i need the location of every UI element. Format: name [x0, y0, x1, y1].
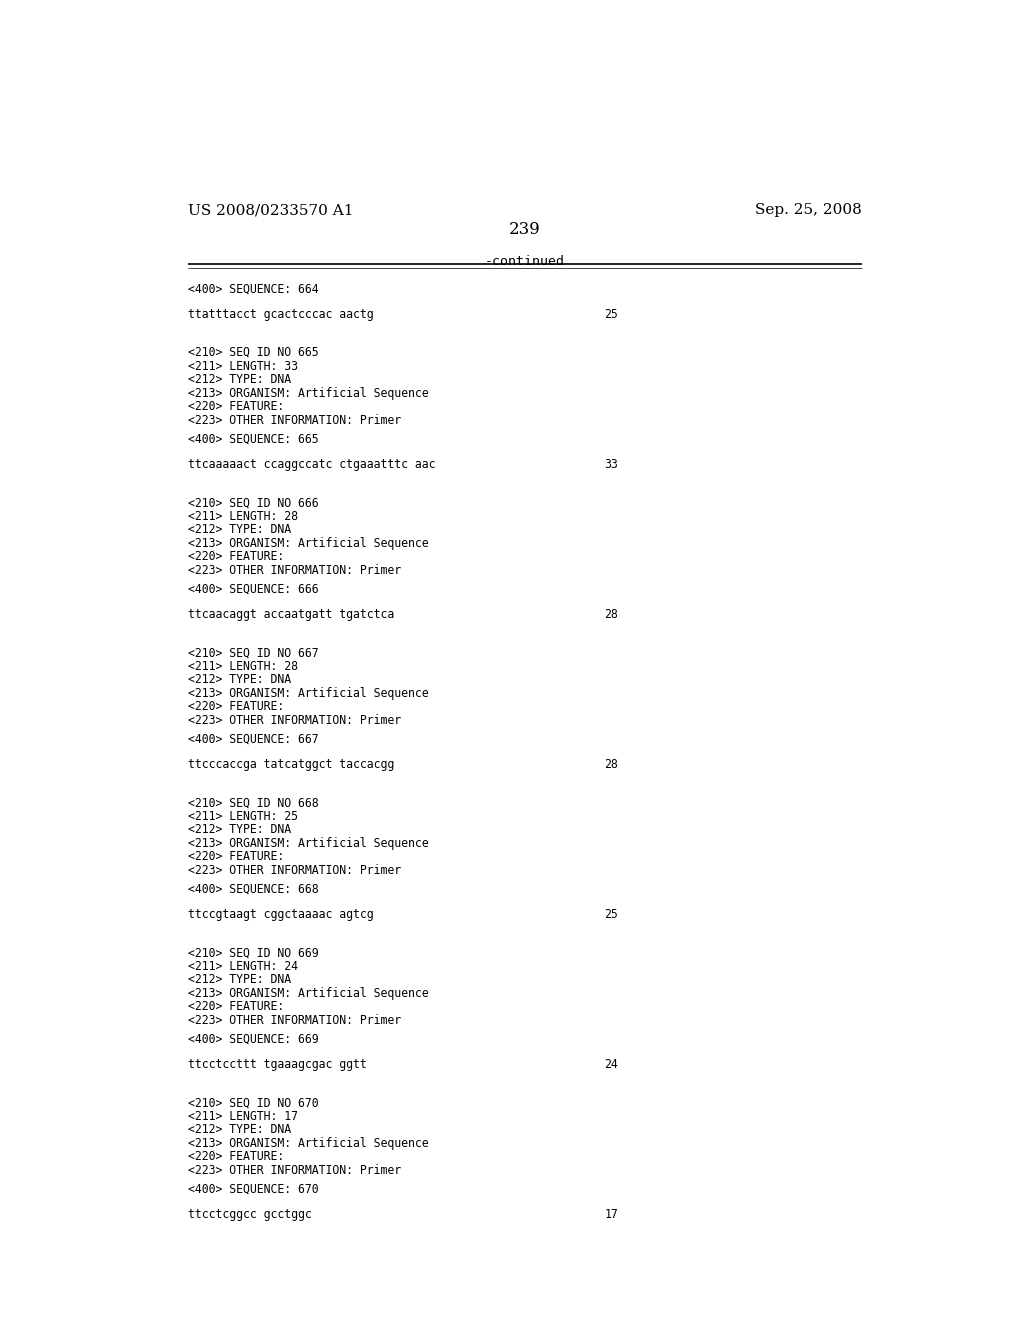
- Text: <212> TYPE: DNA: <212> TYPE: DNA: [187, 1123, 291, 1137]
- Text: 24: 24: [604, 1057, 617, 1071]
- Text: <210> SEQ ID NO 669: <210> SEQ ID NO 669: [187, 946, 318, 960]
- Text: <212> TYPE: DNA: <212> TYPE: DNA: [187, 374, 291, 385]
- Text: 17: 17: [604, 1208, 617, 1221]
- Text: <400> SEQUENCE: 670: <400> SEQUENCE: 670: [187, 1183, 318, 1196]
- Text: <223> OTHER INFORMATION: Primer: <223> OTHER INFORMATION: Primer: [187, 863, 400, 876]
- Text: <400> SEQUENCE: 666: <400> SEQUENCE: 666: [187, 582, 318, 595]
- Text: <400> SEQUENCE: 667: <400> SEQUENCE: 667: [187, 733, 318, 746]
- Text: <213> ORGANISM: Artificial Sequence: <213> ORGANISM: Artificial Sequence: [187, 387, 428, 400]
- Text: <213> ORGANISM: Artificial Sequence: <213> ORGANISM: Artificial Sequence: [187, 1137, 428, 1150]
- Text: -continued: -continued: [484, 255, 565, 268]
- Text: <212> TYPE: DNA: <212> TYPE: DNA: [187, 523, 291, 536]
- Text: <223> OTHER INFORMATION: Primer: <223> OTHER INFORMATION: Primer: [187, 564, 400, 577]
- Text: <400> SEQUENCE: 668: <400> SEQUENCE: 668: [187, 883, 318, 895]
- Text: <212> TYPE: DNA: <212> TYPE: DNA: [187, 824, 291, 836]
- Text: <223> OTHER INFORMATION: Primer: <223> OTHER INFORMATION: Primer: [187, 1014, 400, 1027]
- Text: 25: 25: [604, 308, 617, 321]
- Text: 28: 28: [604, 607, 617, 620]
- Text: 239: 239: [509, 222, 541, 239]
- Text: <210> SEQ ID NO 670: <210> SEQ ID NO 670: [187, 1096, 318, 1109]
- Text: <400> SEQUENCE: 669: <400> SEQUENCE: 669: [187, 1032, 318, 1045]
- Text: <210> SEQ ID NO 665: <210> SEQ ID NO 665: [187, 346, 318, 359]
- Text: <220> FEATURE:: <220> FEATURE:: [187, 400, 284, 413]
- Text: <213> ORGANISM: Artificial Sequence: <213> ORGANISM: Artificial Sequence: [187, 686, 428, 700]
- Text: <223> OTHER INFORMATION: Primer: <223> OTHER INFORMATION: Primer: [187, 1164, 400, 1176]
- Text: ttcaaaaact ccaggccatc ctgaaatttc aac: ttcaaaaact ccaggccatc ctgaaatttc aac: [187, 458, 435, 471]
- Text: ttcccaccga tatcatggct taccacgg: ttcccaccga tatcatggct taccacgg: [187, 758, 394, 771]
- Text: <211> LENGTH: 25: <211> LENGTH: 25: [187, 809, 298, 822]
- Text: 25: 25: [604, 908, 617, 920]
- Text: <213> ORGANISM: Artificial Sequence: <213> ORGANISM: Artificial Sequence: [187, 986, 428, 999]
- Text: ttcctccttt tgaaagcgac ggtt: ttcctccttt tgaaagcgac ggtt: [187, 1057, 367, 1071]
- Text: <212> TYPE: DNA: <212> TYPE: DNA: [187, 973, 291, 986]
- Text: <220> FEATURE:: <220> FEATURE:: [187, 1150, 284, 1163]
- Text: ttatttacct gcactcccac aactg: ttatttacct gcactcccac aactg: [187, 308, 373, 321]
- Text: ttcctcggcc gcctggc: ttcctcggcc gcctggc: [187, 1208, 311, 1221]
- Text: <220> FEATURE:: <220> FEATURE:: [187, 850, 284, 863]
- Text: <213> ORGANISM: Artificial Sequence: <213> ORGANISM: Artificial Sequence: [187, 537, 428, 549]
- Text: 28: 28: [604, 758, 617, 771]
- Text: <223> OTHER INFORMATION: Primer: <223> OTHER INFORMATION: Primer: [187, 413, 400, 426]
- Text: <213> ORGANISM: Artificial Sequence: <213> ORGANISM: Artificial Sequence: [187, 837, 428, 850]
- Text: <212> TYPE: DNA: <212> TYPE: DNA: [187, 673, 291, 686]
- Text: <211> LENGTH: 28: <211> LENGTH: 28: [187, 660, 298, 673]
- Text: <400> SEQUENCE: 665: <400> SEQUENCE: 665: [187, 433, 318, 445]
- Text: <220> FEATURE:: <220> FEATURE:: [187, 550, 284, 564]
- Text: 33: 33: [604, 458, 617, 471]
- Text: <223> OTHER INFORMATION: Primer: <223> OTHER INFORMATION: Primer: [187, 714, 400, 726]
- Text: <220> FEATURE:: <220> FEATURE:: [187, 1001, 284, 1014]
- Text: <400> SEQUENCE: 664: <400> SEQUENCE: 664: [187, 282, 318, 296]
- Text: ttcaacaggt accaatgatt tgatctca: ttcaacaggt accaatgatt tgatctca: [187, 607, 394, 620]
- Text: <211> LENGTH: 28: <211> LENGTH: 28: [187, 510, 298, 523]
- Text: ttccgtaagt cggctaaaac agtcg: ttccgtaagt cggctaaaac agtcg: [187, 908, 373, 920]
- Text: <210> SEQ ID NO 666: <210> SEQ ID NO 666: [187, 496, 318, 510]
- Text: <210> SEQ ID NO 668: <210> SEQ ID NO 668: [187, 796, 318, 809]
- Text: <211> LENGTH: 33: <211> LENGTH: 33: [187, 359, 298, 372]
- Text: <210> SEQ ID NO 667: <210> SEQ ID NO 667: [187, 645, 318, 659]
- Text: <220> FEATURE:: <220> FEATURE:: [187, 700, 284, 713]
- Text: <211> LENGTH: 17: <211> LENGTH: 17: [187, 1110, 298, 1122]
- Text: US 2008/0233570 A1: US 2008/0233570 A1: [187, 203, 353, 216]
- Text: Sep. 25, 2008: Sep. 25, 2008: [756, 203, 862, 216]
- Text: <211> LENGTH: 24: <211> LENGTH: 24: [187, 960, 298, 973]
